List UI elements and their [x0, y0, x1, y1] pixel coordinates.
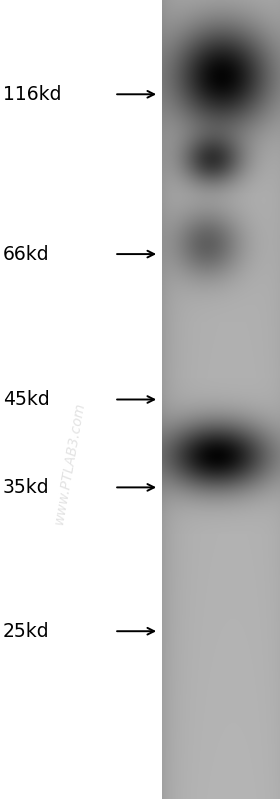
Text: 25kd: 25kd [3, 622, 50, 641]
Text: www.PTLAB3.com: www.PTLAB3.com [52, 401, 88, 526]
Text: 35kd: 35kd [3, 478, 50, 497]
Text: 116kd: 116kd [3, 85, 61, 104]
Text: 45kd: 45kd [3, 390, 50, 409]
Text: 66kd: 66kd [3, 244, 50, 264]
